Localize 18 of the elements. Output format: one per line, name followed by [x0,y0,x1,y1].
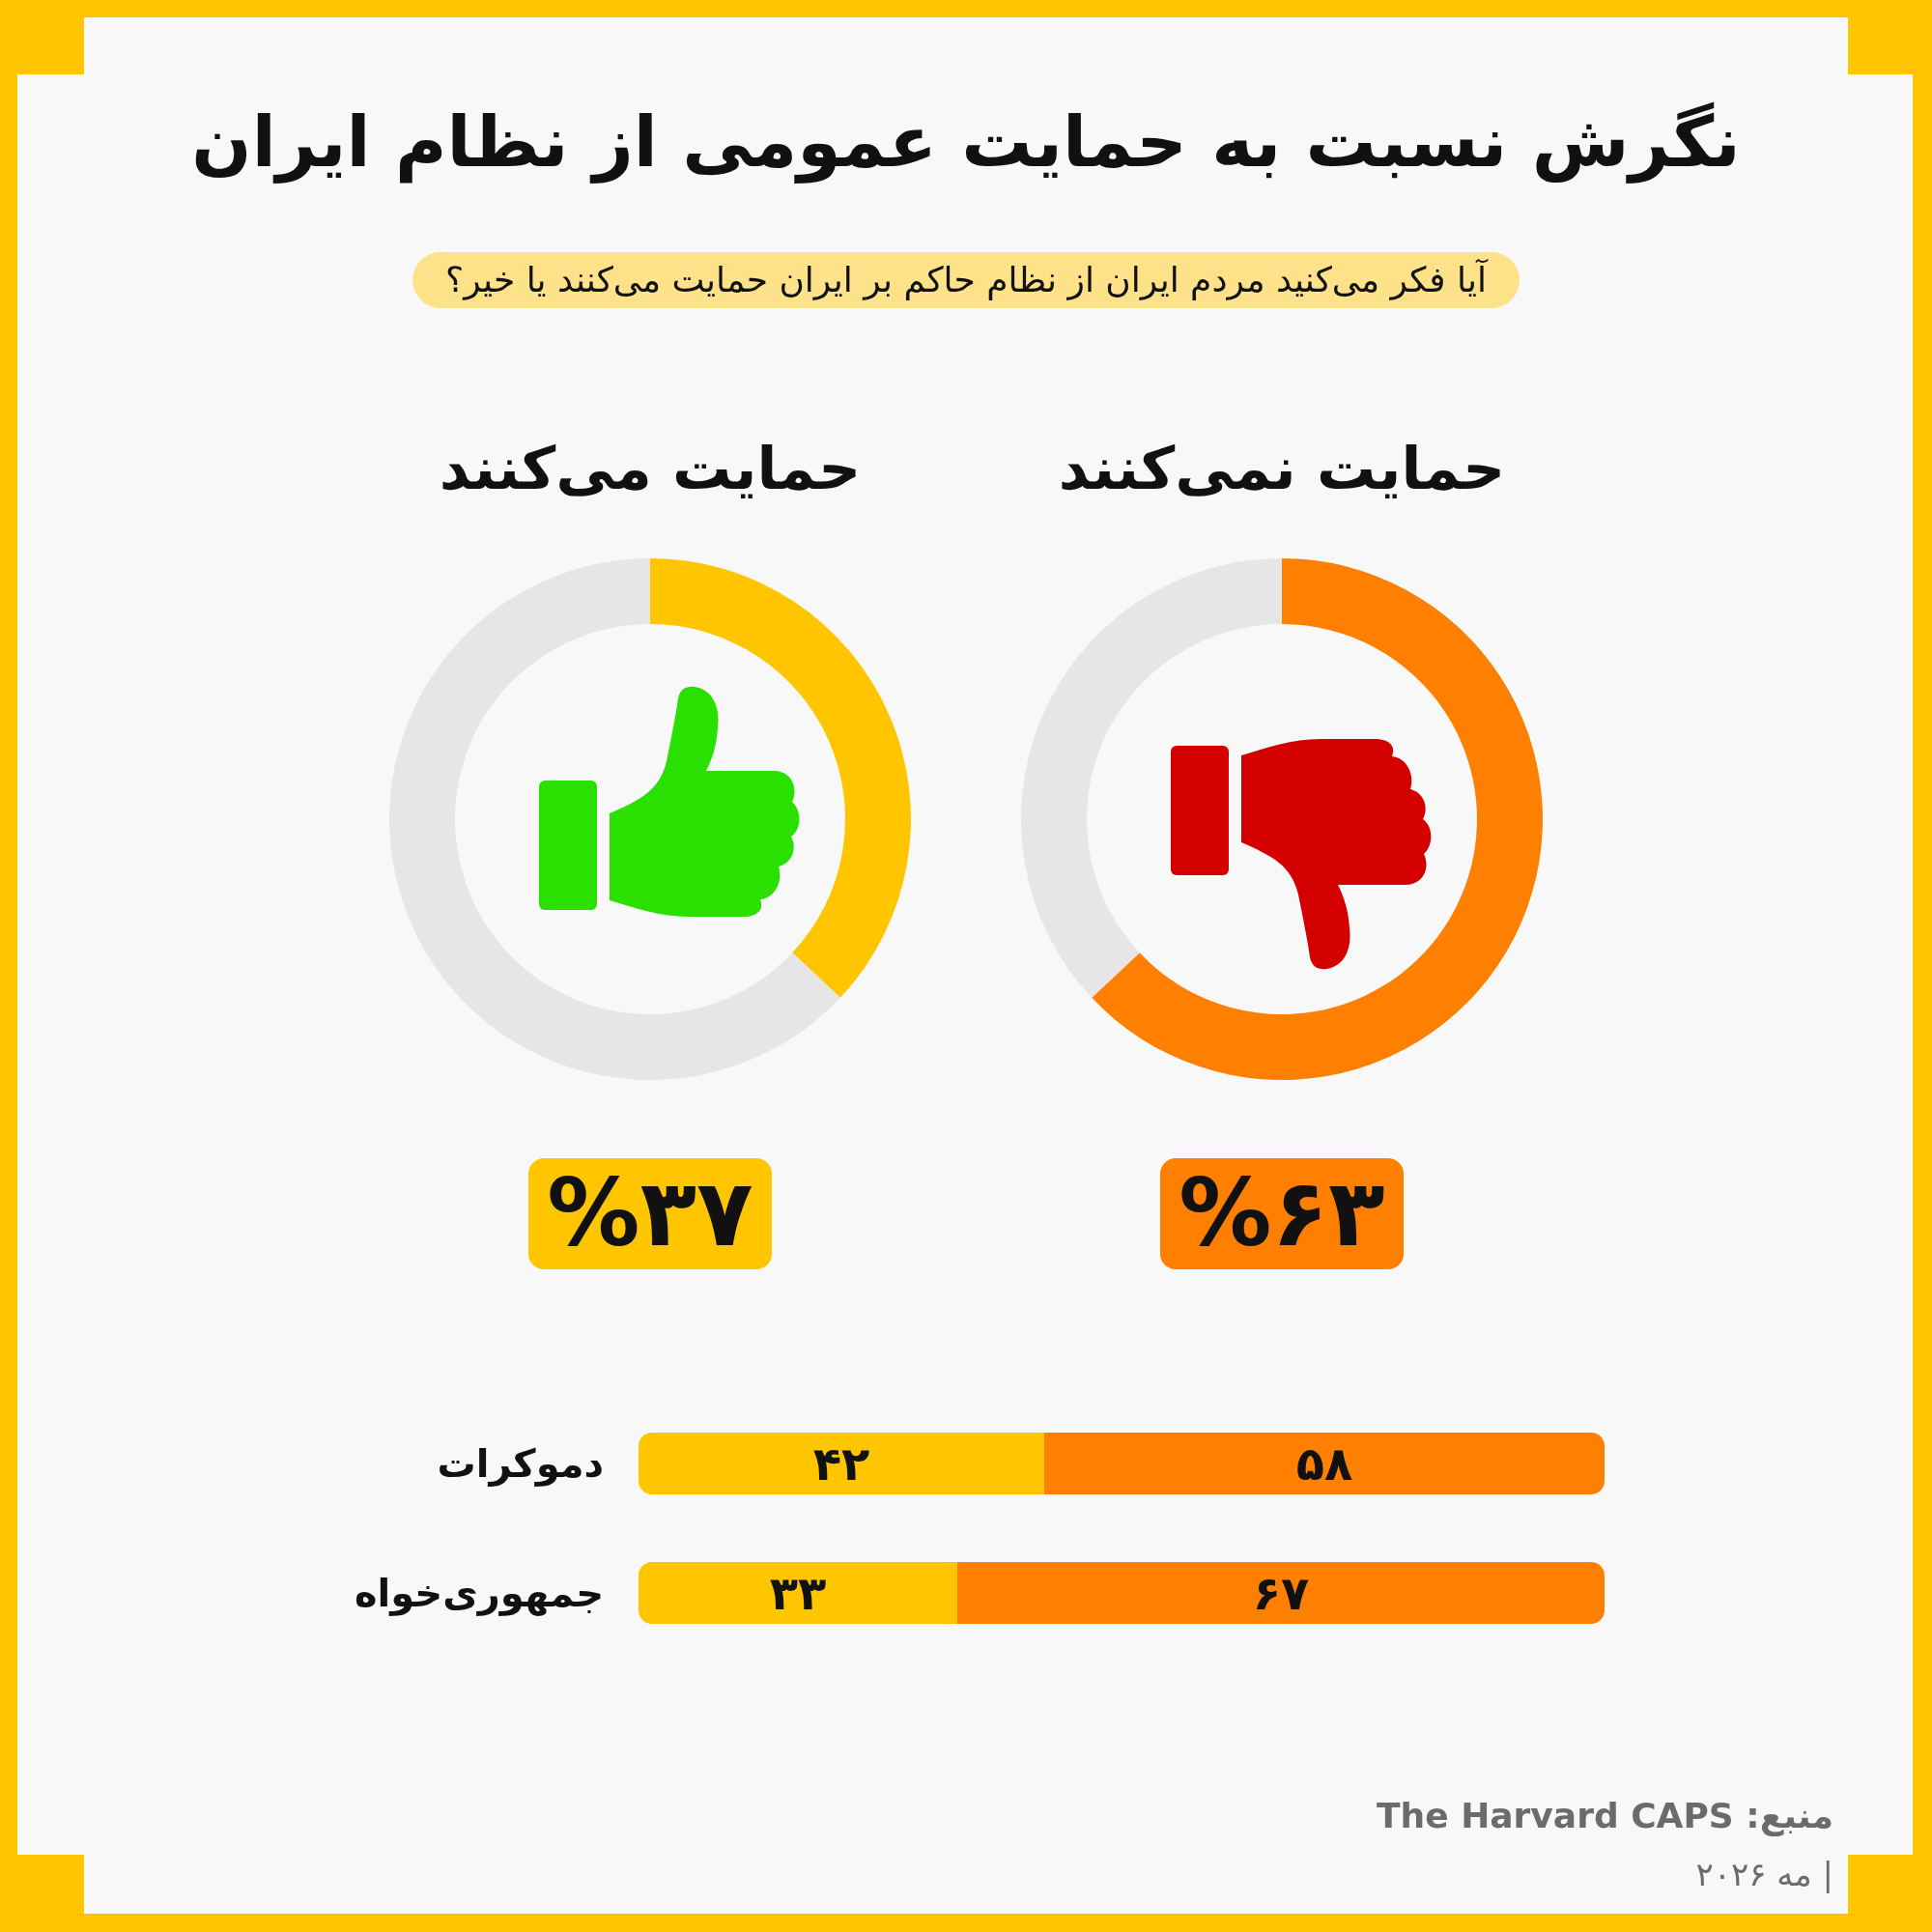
data-label: ۵۸ [1295,1435,1353,1492]
data-label: ۶۷ [1252,1565,1310,1622]
y-tick-label: جمهوری‌خواه [354,1570,604,1618]
text: نگرش نسبت به حمایت عمومی از نظام ایران [191,99,1741,185]
donut-slice [1092,558,1543,1080]
text: منبع: The Harvard CAPS [1377,1795,1833,1838]
text: | مه ۲۰۲۶ [1695,1854,1833,1895]
donut-slice [389,558,840,1080]
chart-title: حمایت نمی‌کنند [1058,433,1506,504]
y-tick-label: دموکرات [437,1440,604,1489]
donut-slice [650,558,911,998]
text: آیا فکر می‌کنید مردم ایران از نظام حاکم بر ایران حمایت می‌کنند یا خیر؟ [412,252,1520,308]
chart-title: حمایت می‌کنند [439,433,862,504]
data-label: ۴۲ [812,1435,870,1492]
text: %۳۷ [528,1158,772,1269]
text: %۶۳ [1160,1158,1404,1269]
data-label: ۳۳ [769,1565,827,1622]
donut-slice [1021,558,1282,998]
